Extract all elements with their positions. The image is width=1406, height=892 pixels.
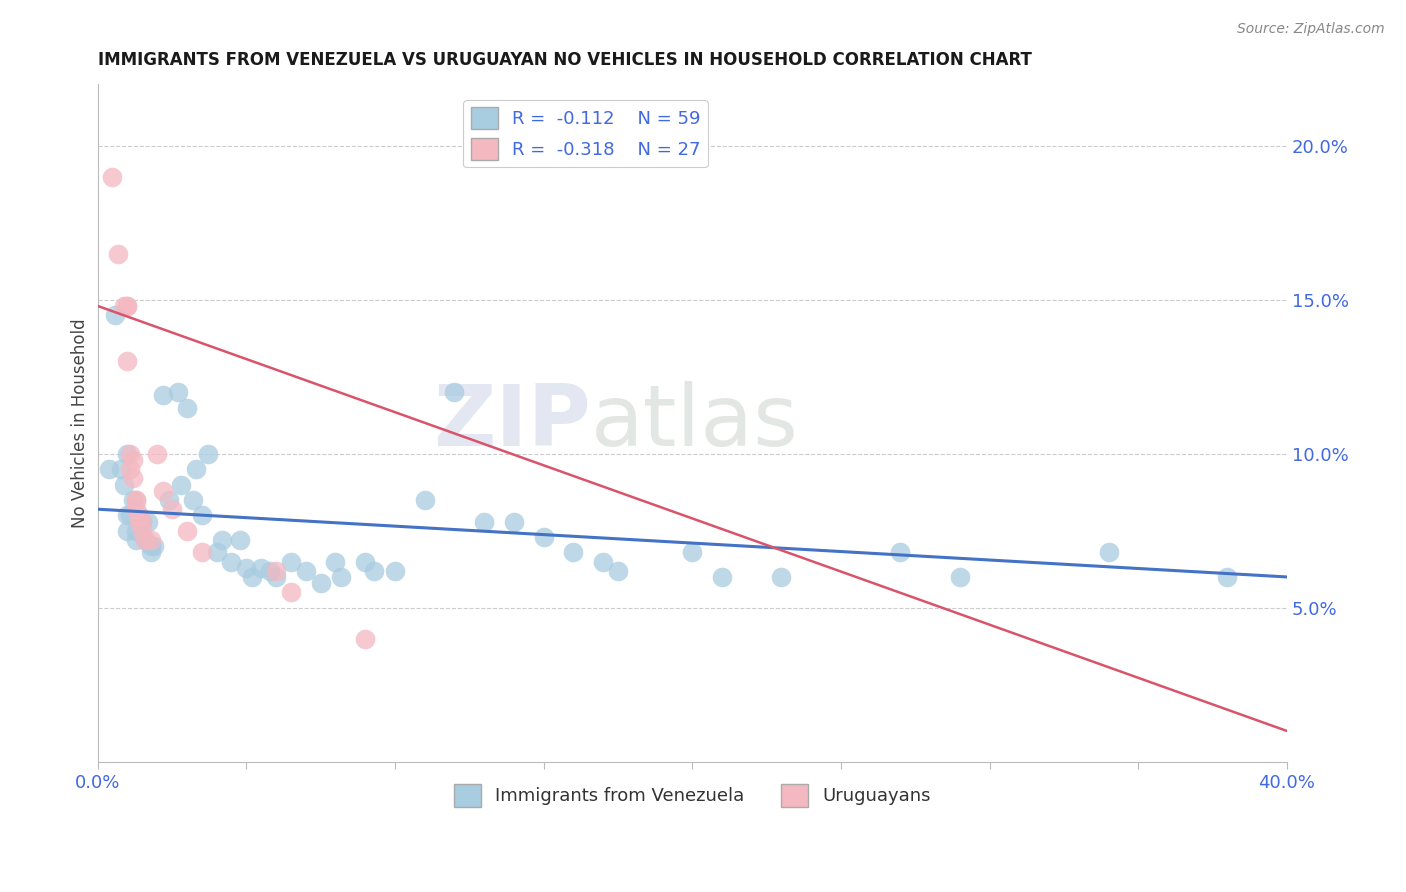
Point: [472, 515, 495, 529]
Point: [134, 533, 156, 547]
Text: IMMIGRANTS FROM VENEZUELA VS URUGUAYAN NO VEHICLES IN HOUSEHOLD CORRELATION CHAR: IMMIGRANTS FROM VENEZUELA VS URUGUAYAN N…: [97, 51, 1032, 69]
Point: [294, 564, 316, 578]
Point: [125, 492, 148, 507]
Point: [101, 169, 124, 184]
Point: [117, 299, 139, 313]
Point: [176, 524, 198, 538]
Point: [354, 632, 377, 646]
Point: [152, 388, 174, 402]
Point: [125, 492, 148, 507]
Point: [131, 515, 153, 529]
Text: Source: ZipAtlas.com: Source: ZipAtlas.com: [1237, 22, 1385, 37]
Point: [384, 564, 406, 578]
Point: [160, 502, 183, 516]
Point: [1097, 545, 1119, 559]
Point: [205, 545, 228, 559]
Point: [443, 385, 465, 400]
Point: [117, 354, 139, 368]
Point: [139, 545, 162, 559]
Point: [562, 545, 585, 559]
Point: [166, 385, 188, 400]
Point: [1216, 570, 1239, 584]
Point: [211, 533, 233, 547]
Point: [128, 508, 150, 523]
Point: [229, 533, 252, 547]
Point: [190, 545, 212, 559]
Point: [131, 515, 153, 529]
Point: [125, 502, 148, 516]
Point: [280, 555, 302, 569]
Point: [184, 462, 207, 476]
Y-axis label: No Vehicles in Household: No Vehicles in Household: [72, 318, 89, 528]
Point: [110, 462, 132, 476]
Point: [128, 515, 150, 529]
Point: [770, 570, 793, 584]
Point: [176, 401, 198, 415]
Point: [221, 555, 243, 569]
Point: [711, 570, 734, 584]
Point: [309, 576, 332, 591]
Point: [146, 447, 169, 461]
Point: [592, 555, 614, 569]
Point: [112, 477, 135, 491]
Point: [131, 524, 153, 538]
Point: [131, 515, 153, 529]
Point: [280, 585, 302, 599]
Point: [259, 564, 281, 578]
Point: [181, 492, 204, 507]
Point: [120, 447, 142, 461]
Point: [134, 533, 156, 547]
Point: [120, 508, 142, 523]
Point: [606, 564, 628, 578]
Point: [330, 570, 353, 584]
Point: [354, 555, 377, 569]
Point: [190, 508, 212, 523]
Point: [240, 570, 263, 584]
Point: [949, 570, 972, 584]
Point: [120, 462, 142, 476]
Point: [122, 492, 145, 507]
Point: [264, 564, 287, 578]
Point: [197, 447, 219, 461]
Point: [122, 471, 145, 485]
Point: [264, 570, 287, 584]
Point: [152, 483, 174, 498]
Point: [122, 453, 145, 467]
Text: ZIP: ZIP: [433, 382, 591, 465]
Point: [107, 246, 129, 260]
Point: [136, 515, 159, 529]
Point: [125, 524, 148, 538]
Point: [117, 299, 139, 313]
Point: [139, 533, 162, 547]
Point: [681, 545, 703, 559]
Point: [325, 555, 347, 569]
Point: [157, 492, 180, 507]
Point: [170, 477, 193, 491]
Point: [502, 515, 524, 529]
Point: [117, 447, 139, 461]
Point: [139, 539, 162, 553]
Point: [117, 508, 139, 523]
Point: [413, 492, 436, 507]
Point: [98, 462, 121, 476]
Point: [125, 533, 148, 547]
Point: [250, 560, 273, 574]
Point: [104, 308, 127, 322]
Point: [533, 530, 555, 544]
Point: [889, 545, 911, 559]
Point: [112, 299, 135, 313]
Point: [117, 524, 139, 538]
Point: [143, 539, 166, 553]
Text: atlas: atlas: [591, 382, 799, 465]
Legend: Immigrants from Venezuela, Uruguayans: Immigrants from Venezuela, Uruguayans: [447, 777, 938, 814]
Point: [363, 564, 385, 578]
Point: [235, 560, 257, 574]
